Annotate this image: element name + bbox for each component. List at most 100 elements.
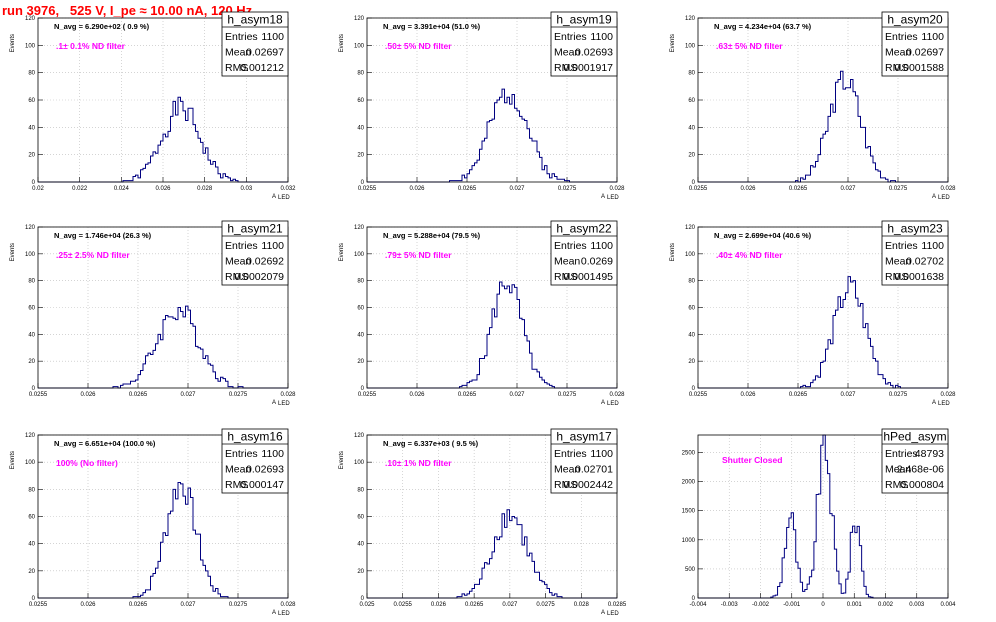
y-tick-label: 20 (28, 569, 35, 575)
y-tick-label: 20 (28, 153, 35, 159)
y-axis-label: Events (339, 451, 345, 469)
x-axis-label: A (272, 610, 276, 616)
y-tick-label: 100 (685, 252, 696, 258)
x-tick-label: 0.0265 (789, 186, 808, 192)
stats-rms-value: 0.000804 (900, 479, 944, 491)
x-tick-label: 0.028 (280, 392, 296, 398)
histogram-line (367, 281, 617, 389)
x-tick-label: 0.026 (409, 392, 425, 398)
x-tick-label: -0.001 (783, 602, 801, 608)
stats-mean-value: 0.02692 (246, 256, 284, 268)
y-tick-label: 1000 (682, 538, 696, 544)
x-tick-label: 0.03 (240, 186, 252, 192)
histogram-panel-h_asym20: 0.0255 0.026 0.0265 0.027 0.0275 0.028 0 20 40 60… (670, 11, 956, 201)
stats-rms-label: RMS (225, 62, 248, 74)
x-tick-label: 0.028 (940, 392, 956, 398)
y-tick-label: 80 (28, 487, 35, 493)
histogram-name: h_asym16 (227, 430, 283, 444)
stats-rms-label: RMS (554, 271, 577, 283)
stats-mean-value: 0.02701 (575, 464, 613, 476)
y-tick-label: 60 (28, 306, 35, 312)
stats-mean-label: Mean (554, 47, 580, 59)
x-axis-label: A (601, 610, 605, 616)
y-tick-label: 20 (357, 359, 364, 365)
stats-entries-label: Entries (225, 240, 258, 252)
stats-entries-label: Entries (554, 240, 587, 252)
x-tick-label: 0.0265 (789, 392, 808, 398)
x-tick-label: 0 (821, 602, 825, 608)
stats-mean-label: Mean (554, 256, 580, 268)
y-tick-label: 40 (28, 542, 35, 548)
y-tick-label: 60 (28, 98, 35, 104)
x-tick-label: 0.026 (409, 186, 425, 192)
y-tick-label: 40 (688, 125, 695, 131)
stats-entries-value: 1100 (590, 240, 613, 252)
y-tick-label: 60 (357, 98, 364, 104)
x-tick-label: 0.028 (280, 602, 296, 608)
y-tick-label: 2000 (682, 480, 696, 486)
y-tick-label: 80 (357, 487, 364, 493)
y-axis-label: Events (10, 451, 16, 469)
plot-frame (366, 226, 618, 389)
histogram-line (38, 96, 288, 183)
plot-frame (37, 434, 289, 599)
histogram-panel-h_asym22: 0.0255 0.026 0.0265 0.027 0.0275 0.028 0 20 40 60… (339, 220, 625, 407)
stats-rms-value: 0.0001588 (894, 62, 944, 74)
stats-rms-label: RMS (885, 479, 908, 491)
histogram-line (698, 276, 948, 389)
plot-frame (37, 226, 289, 389)
y-tick-label: 40 (688, 332, 695, 338)
y-tick-label: 100 (25, 460, 36, 466)
y-tick-label: 0 (361, 386, 365, 392)
stats-box (221, 11, 289, 77)
histogram-line (367, 88, 617, 183)
y-tick-label: 100 (685, 43, 696, 49)
y-tick-label: 1500 (682, 509, 696, 515)
x-tick-label: -0.003 (721, 602, 739, 608)
stats-rms-value: 0.000147 (240, 479, 284, 491)
y-tick-label: 60 (688, 98, 695, 104)
y-tick-label: 0 (361, 596, 365, 602)
navg-annotation: N_avg = 6.290e+02 ( 0.9 %) (54, 22, 150, 31)
stats-box (550, 220, 618, 286)
y-tick-label: 100 (354, 252, 365, 258)
stats-box (881, 220, 949, 286)
y-tick-label: 0 (32, 386, 36, 392)
x-axis-label: A (932, 400, 936, 406)
x-tick-label: 0.027 (840, 186, 856, 192)
x-tick-label: 0.0265 (458, 392, 477, 398)
x-tick-label: 0.0275 (229, 602, 248, 608)
x-tick-label: 0.027 (509, 392, 525, 398)
histogram-name: h_asym18 (227, 13, 283, 27)
stats-entries-value: 1100 (590, 31, 613, 43)
stats-mean-label: Mean (225, 464, 251, 476)
y-tick-label: 40 (357, 332, 364, 338)
stats-entries-value: 1100 (261, 31, 284, 43)
y-tick-label: 0 (32, 596, 36, 602)
y-tick-label: 2500 (682, 450, 696, 456)
x-tick-label: 0.028 (609, 392, 625, 398)
stats-entries-value: 1100 (921, 240, 944, 252)
stats-mean-value: 0.02693 (575, 47, 613, 59)
stats-mean-label: Mean (885, 47, 911, 59)
stats-rms-label: RMS (225, 479, 248, 491)
x-tick-label: 0.0275 (889, 186, 908, 192)
stats-rms-label: RMS (225, 271, 248, 283)
x-axis-label: A (272, 400, 276, 406)
x-tick-label: 0.0255 (394, 602, 413, 608)
histogram-panel-h_asym19: 0.0255 0.026 0.0265 0.027 0.0275 0.028 0 20 40 60… (339, 11, 625, 201)
x-axis-label-subscript: LED (938, 401, 950, 407)
x-tick-label: 0.0255 (358, 186, 377, 192)
x-tick-label: 0.004 (940, 602, 956, 608)
histogram-panel-h_asym18: 0.02 0.022 0.024 0.026 0.028 0.03 0.032 0 20 40 60… (10, 11, 296, 201)
stats-box (881, 428, 949, 494)
stats-mean-value: 2.468e-06 (897, 464, 944, 476)
x-tick-label: 0.002 (878, 602, 894, 608)
x-tick-label: 0.0275 (558, 186, 577, 192)
stats-rms-value: 0.0002442 (563, 479, 613, 491)
histogram-panel-hPed_asym: -0.004 -0.003 -0.002 -0.001 0 0.001 0.002 0.003… (682, 428, 956, 608)
x-axis-label: A (272, 194, 276, 200)
x-tick-label: 0.027 (502, 602, 518, 608)
x-axis-label-subscript: LED (278, 401, 290, 407)
filter-annotation: .1± 0.1% ND filter (56, 41, 126, 51)
